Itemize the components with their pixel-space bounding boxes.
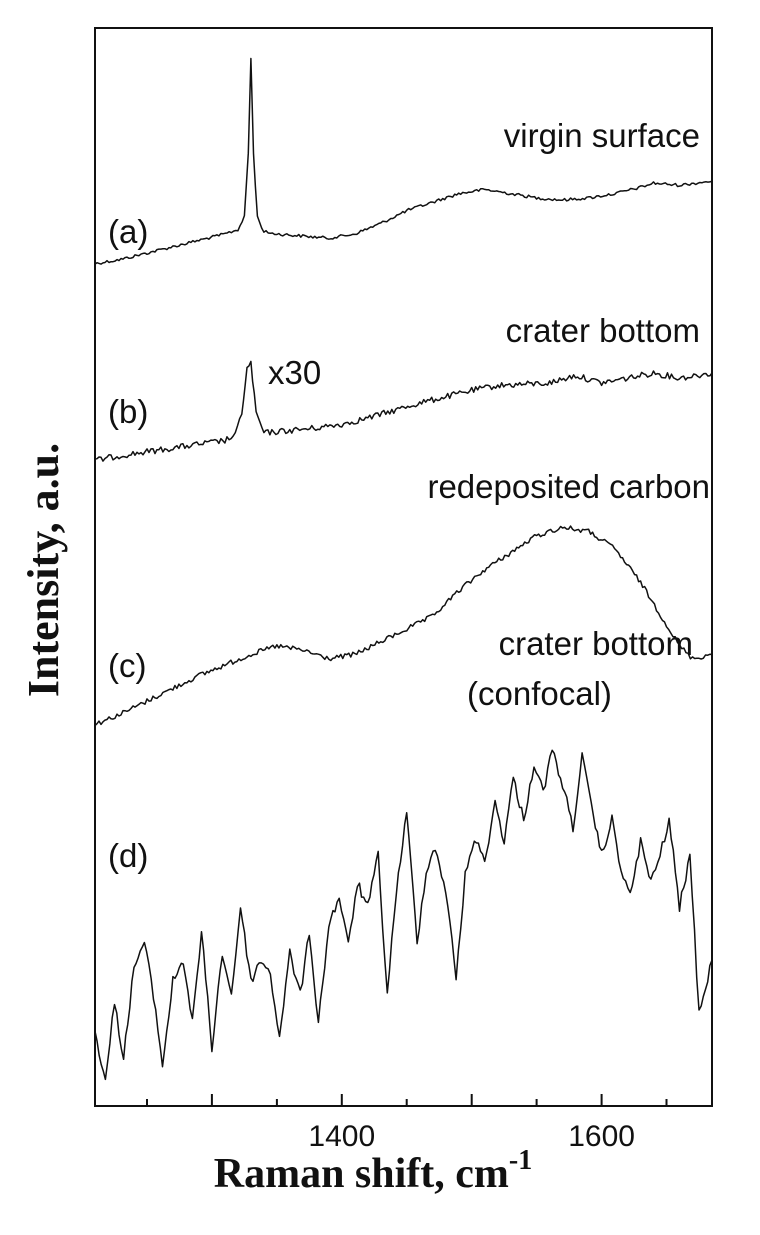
annotation-x30: x30 [268,354,321,391]
spectrum-trace-d [94,749,713,1081]
annotation-redeposited-carbon: redeposited carbon [427,468,710,505]
x-axis-label: Raman shift, cm-1 [214,1145,532,1197]
y-axis-label: Intensity, a.u. [19,443,68,697]
x-tick-label-1400: 1400 [308,1120,375,1153]
x-tick-label-1600: 1600 [568,1120,635,1153]
panel-label-a: (a) [108,213,148,250]
x-axis-label-superscript: -1 [509,1145,532,1176]
spectrum-trace-b [94,360,713,462]
spectra-traces [94,57,713,1081]
x-axis-ticks: 1400 1600 [146,1094,668,1153]
panel-label-b: (b) [108,393,148,430]
spectrum-trace-c [94,525,713,727]
panel-label-c: (c) [108,647,146,684]
panel-label-d: (d) [108,837,148,874]
annotation-crater-bottom-confocal-line2: (confocal) [467,675,612,712]
annotation-virgin-surface: virgin surface [504,117,700,154]
x-axis-label-text: Raman shift, cm [214,1151,509,1197]
annotation-crater-bottom: crater bottom [506,312,700,349]
annotation-crater-bottom-confocal-line1: crater bottom [499,625,693,662]
plot-frame [94,27,713,1107]
spectrum-trace-a [94,57,713,265]
